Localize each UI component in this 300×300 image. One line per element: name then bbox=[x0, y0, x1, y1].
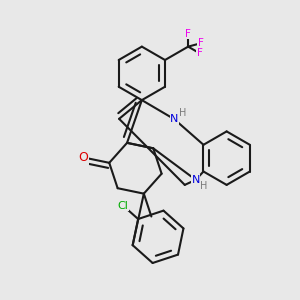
Text: F: F bbox=[185, 28, 191, 39]
Text: H: H bbox=[200, 181, 208, 191]
Text: N: N bbox=[192, 175, 200, 185]
Text: N: N bbox=[170, 114, 178, 124]
Text: F: F bbox=[198, 38, 204, 48]
Text: F: F bbox=[196, 48, 202, 58]
Text: Cl: Cl bbox=[118, 201, 129, 211]
Text: H: H bbox=[179, 108, 186, 118]
Text: O: O bbox=[78, 151, 88, 164]
